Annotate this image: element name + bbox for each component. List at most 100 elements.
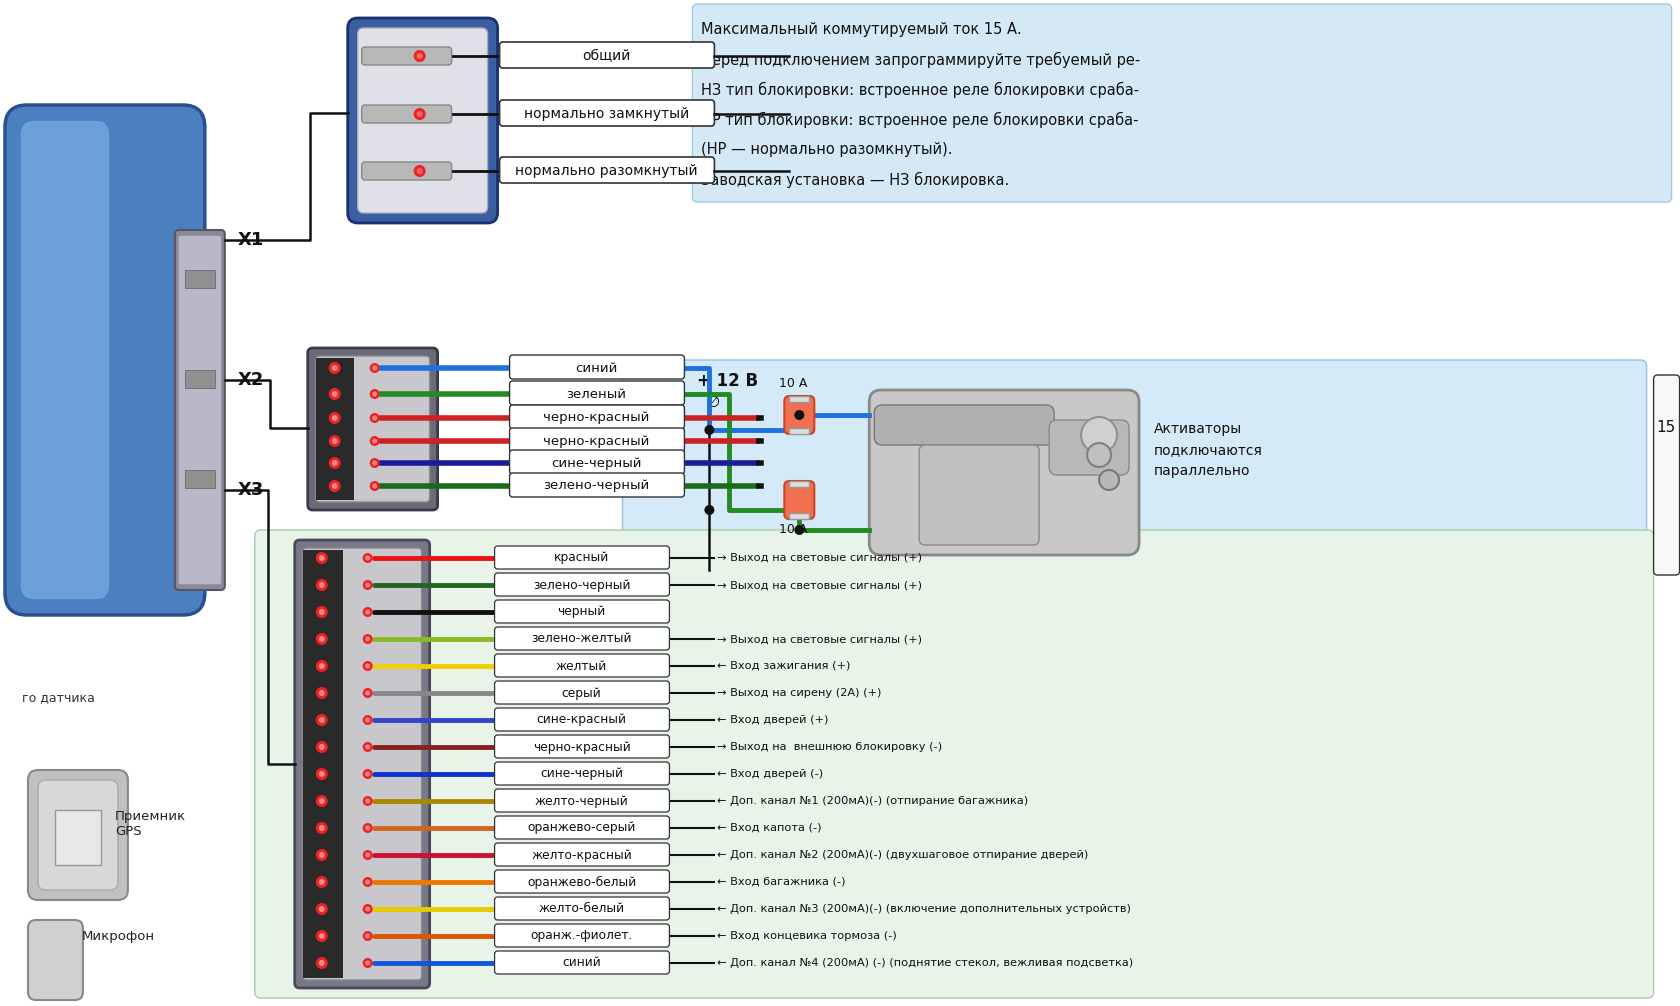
Circle shape	[319, 879, 324, 885]
Circle shape	[365, 664, 370, 669]
Text: оранж.-фиолет.: оранж.-фиолет.	[529, 930, 632, 943]
Circle shape	[371, 415, 376, 421]
FancyBboxPatch shape	[509, 428, 684, 452]
Circle shape	[316, 795, 328, 807]
Circle shape	[370, 436, 380, 446]
Circle shape	[316, 714, 328, 726]
Text: синий: синий	[575, 361, 617, 374]
Text: (НР — нормально разомкнутый).: (НР — нормально разомкнутый).	[701, 142, 953, 157]
Text: ← Вход концевика тормоза (-): ← Вход концевика тормоза (-)	[717, 931, 897, 941]
Text: сине-черный: сине-черный	[551, 457, 642, 470]
Text: → Выход на сирену (2А) (+): → Выход на сирену (2А) (+)	[717, 688, 882, 698]
Circle shape	[316, 579, 328, 591]
FancyBboxPatch shape	[255, 530, 1653, 998]
Text: 10 А: 10 А	[780, 523, 806, 536]
FancyBboxPatch shape	[494, 951, 669, 974]
Circle shape	[329, 435, 341, 447]
Circle shape	[1080, 417, 1117, 453]
Text: зелено-черный: зелено-черный	[543, 480, 648, 493]
Circle shape	[329, 412, 341, 424]
Circle shape	[1099, 470, 1119, 490]
Circle shape	[363, 931, 373, 941]
Circle shape	[370, 458, 380, 468]
Circle shape	[363, 958, 373, 968]
Bar	[185, 370, 215, 388]
Text: НЗ тип блокировки: встроенное реле блокировки сраба-: НЗ тип блокировки: встроенное реле блоки…	[701, 82, 1139, 99]
Circle shape	[363, 850, 373, 860]
FancyBboxPatch shape	[494, 843, 669, 866]
Text: ← Доп. канал №3 (200мА)(-) (включение дополнительных устройств): ← Доп. канал №3 (200мА)(-) (включение до…	[717, 904, 1131, 914]
Circle shape	[365, 826, 370, 831]
Circle shape	[319, 960, 324, 966]
Text: общий: общий	[581, 49, 630, 63]
Circle shape	[329, 480, 341, 492]
Text: сине-красный: сине-красный	[536, 713, 627, 726]
Circle shape	[370, 481, 380, 491]
FancyBboxPatch shape	[919, 445, 1038, 545]
Text: Заводская установка — НЗ блокировка.: Заводская установка — НЗ блокировка.	[701, 172, 1010, 188]
Text: → Выход на  внешнюю блокировку (-): → Выход на внешнюю блокировку (-)	[717, 742, 942, 752]
Text: X2: X2	[237, 371, 264, 389]
Text: зелено-желтый: зелено-желтый	[531, 633, 632, 646]
FancyBboxPatch shape	[494, 681, 669, 704]
Circle shape	[331, 483, 338, 489]
Circle shape	[363, 688, 373, 698]
Circle shape	[316, 741, 328, 753]
Text: ← Вход дверей (+): ← Вход дверей (+)	[717, 715, 828, 725]
Circle shape	[331, 391, 338, 397]
FancyBboxPatch shape	[5, 105, 205, 615]
Bar	[185, 270, 215, 288]
FancyBboxPatch shape	[494, 573, 669, 596]
FancyBboxPatch shape	[622, 360, 1646, 610]
Text: красный: красный	[553, 551, 608, 564]
FancyBboxPatch shape	[494, 897, 669, 920]
FancyBboxPatch shape	[494, 816, 669, 839]
FancyBboxPatch shape	[509, 450, 684, 474]
FancyBboxPatch shape	[494, 789, 669, 812]
Circle shape	[319, 771, 324, 777]
Circle shape	[365, 799, 370, 804]
Text: Активаторы
подключаются
параллельно: Активаторы подключаются параллельно	[1154, 423, 1262, 478]
FancyBboxPatch shape	[178, 235, 222, 585]
Text: нормально замкнутый: нормально замкнутый	[524, 107, 689, 121]
Circle shape	[316, 687, 328, 699]
Circle shape	[365, 637, 370, 642]
Text: 10 А: 10 А	[780, 377, 806, 390]
Text: синий: синий	[561, 957, 600, 970]
FancyBboxPatch shape	[316, 356, 430, 502]
Circle shape	[319, 825, 324, 831]
Text: зелено-черный: зелено-черный	[533, 578, 630, 592]
FancyBboxPatch shape	[175, 230, 225, 590]
FancyBboxPatch shape	[361, 162, 452, 180]
Bar	[302, 550, 343, 978]
Circle shape	[363, 877, 373, 887]
Text: желто-красный: желто-красный	[531, 848, 632, 861]
Circle shape	[316, 876, 328, 888]
Bar	[790, 428, 808, 434]
Bar	[185, 470, 215, 488]
Circle shape	[417, 168, 422, 174]
Circle shape	[704, 505, 714, 515]
FancyBboxPatch shape	[494, 870, 669, 893]
Text: оранжево-белый: оранжево-белый	[526, 875, 635, 888]
Circle shape	[331, 365, 338, 371]
Text: ← Доп. канал №2 (200мА)(-) (двухшаговое отпирание дверей): ← Доп. канал №2 (200мА)(-) (двухшаговое …	[717, 850, 1089, 860]
Text: зеленый: зеленый	[566, 387, 627, 400]
Circle shape	[363, 553, 373, 563]
Circle shape	[363, 607, 373, 617]
Circle shape	[319, 582, 324, 588]
Text: ∅: ∅	[706, 395, 719, 410]
Text: го датчика: го датчика	[22, 691, 94, 704]
FancyBboxPatch shape	[509, 355, 684, 379]
Circle shape	[371, 365, 376, 370]
FancyBboxPatch shape	[1048, 420, 1129, 475]
Circle shape	[316, 957, 328, 969]
Circle shape	[365, 852, 370, 857]
Circle shape	[316, 849, 328, 861]
FancyBboxPatch shape	[1653, 375, 1678, 575]
Circle shape	[319, 798, 324, 804]
Circle shape	[413, 108, 425, 120]
Circle shape	[319, 744, 324, 750]
Bar	[55, 810, 101, 865]
Text: нормально разомкнутый: нормально разомкнутый	[514, 164, 697, 178]
